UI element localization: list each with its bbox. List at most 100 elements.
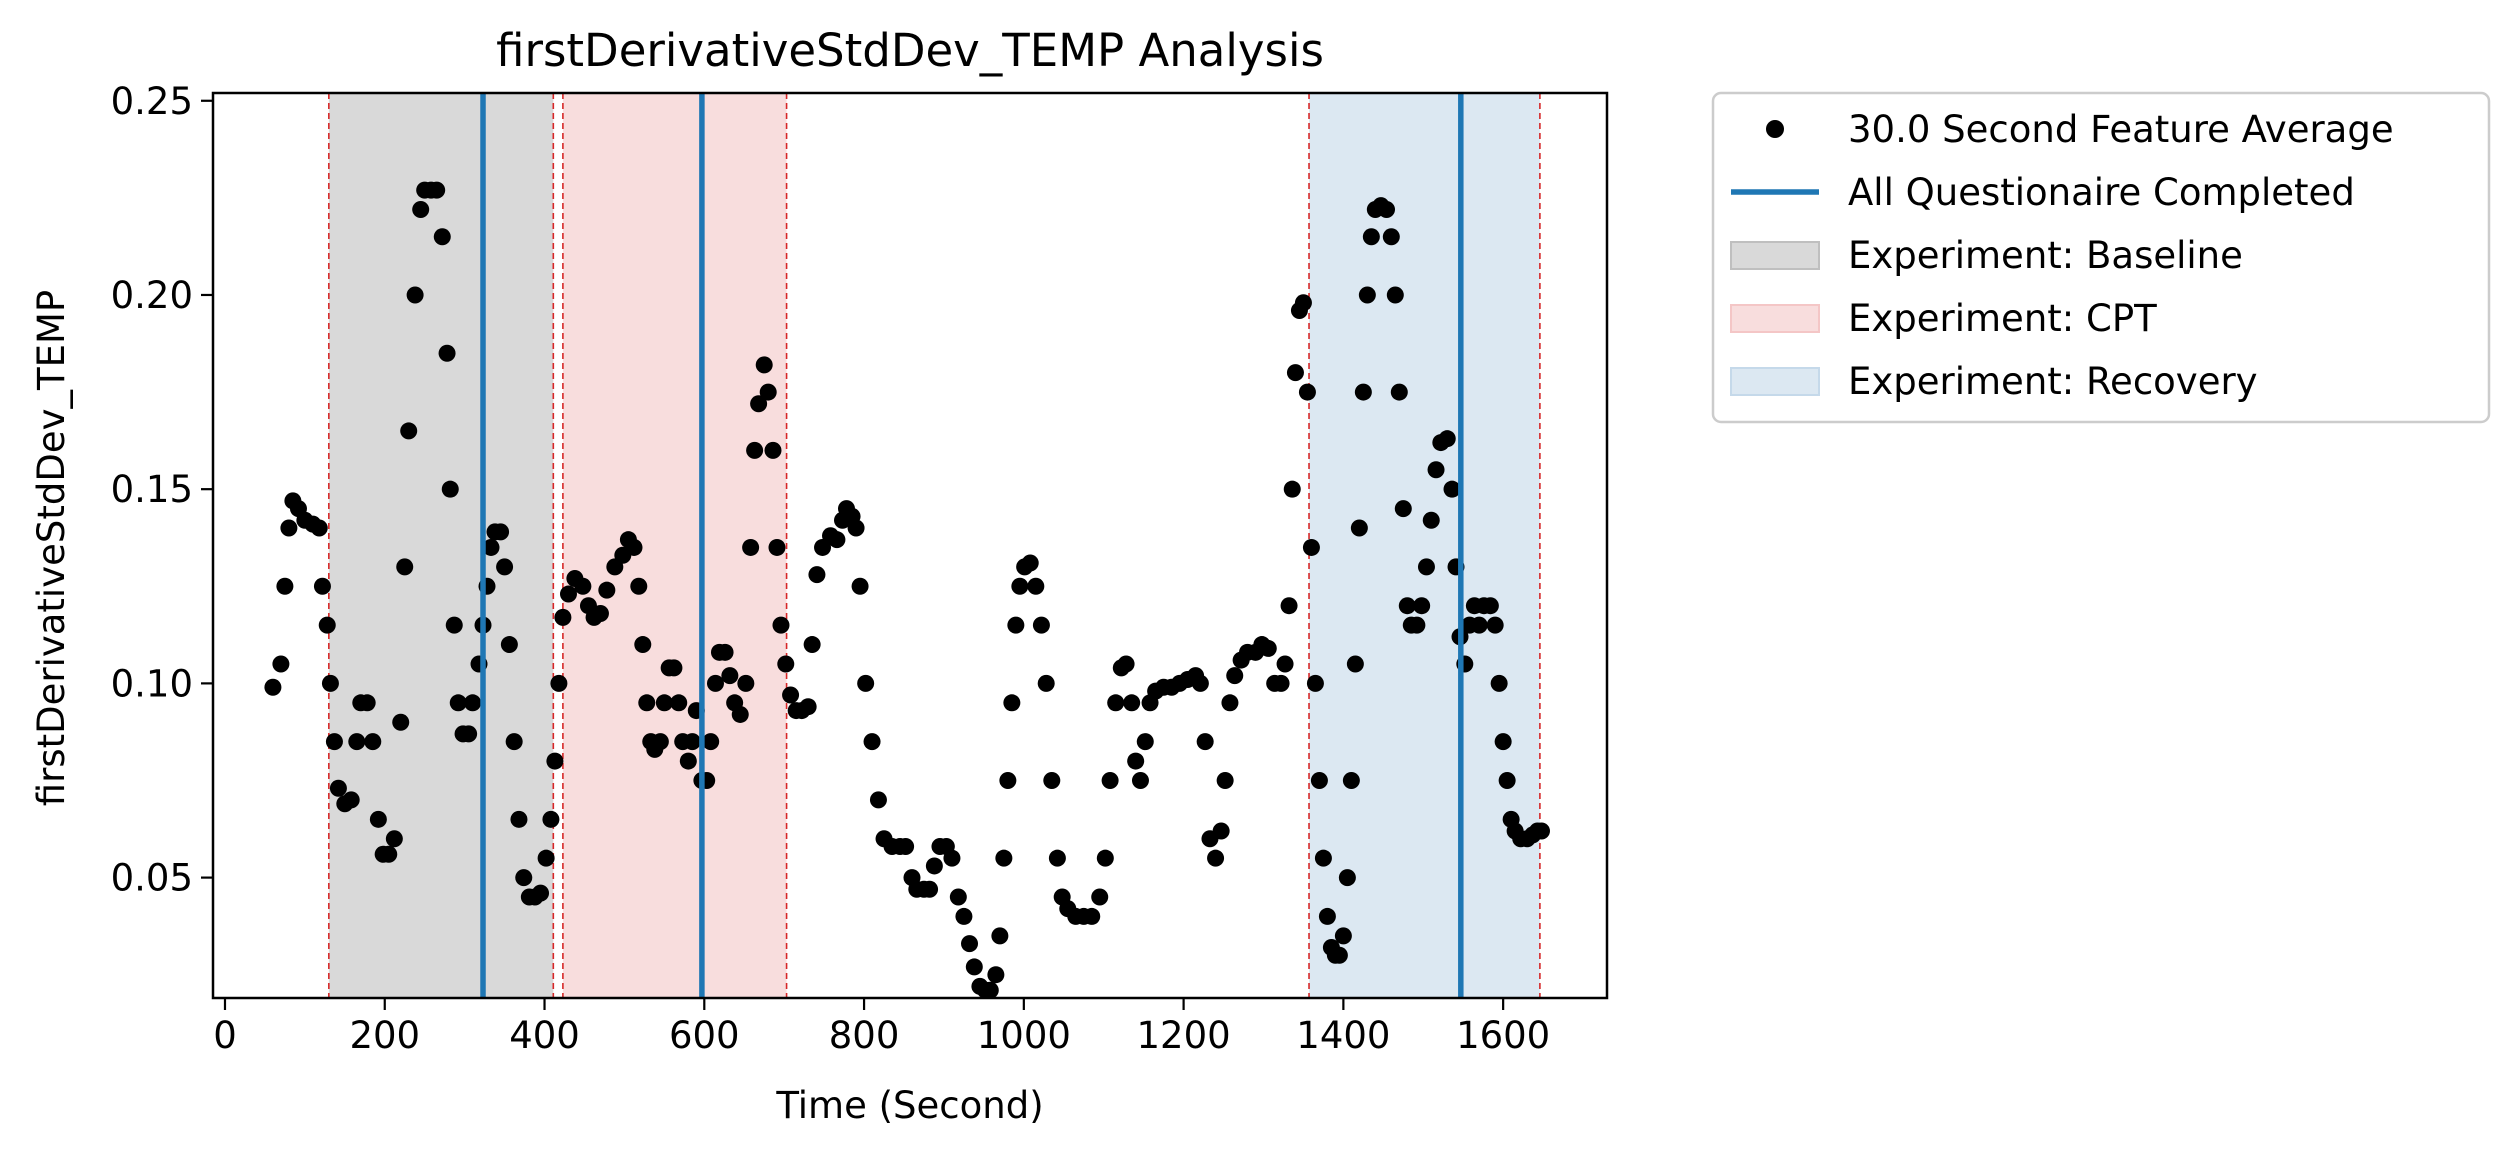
data-point <box>1101 771 1119 789</box>
data-point <box>505 733 523 751</box>
data-point <box>847 519 865 537</box>
y-tick-label: 0.25 <box>111 80 193 123</box>
chart-title: firstDerivativeStdDev_TEMP Analysis <box>496 24 1324 77</box>
data-point <box>897 838 915 856</box>
x-tick-label: 400 <box>509 1014 580 1057</box>
data-point <box>716 643 734 661</box>
data-point <box>428 181 446 199</box>
data-point <box>995 849 1013 867</box>
data-point <box>1413 597 1431 615</box>
data-point <box>955 907 973 925</box>
data-point <box>510 810 528 828</box>
data-point <box>460 725 478 743</box>
data-point <box>445 616 463 634</box>
legend-box <box>1711 91 2491 424</box>
data-point <box>869 791 887 809</box>
data-point <box>1136 733 1154 751</box>
data-point <box>1003 694 1021 712</box>
data-point <box>638 694 656 712</box>
legend-patch-icon <box>1730 241 1820 270</box>
data-point <box>482 538 500 556</box>
data-point <box>706 674 724 692</box>
data-point <box>412 201 430 219</box>
data-point <box>679 752 697 770</box>
legend-entry: Experiment: CPT <box>1730 297 2157 340</box>
data-point <box>943 849 961 867</box>
data-point <box>1226 667 1244 685</box>
data-point <box>438 344 456 362</box>
data-point <box>665 659 683 677</box>
data-point <box>1394 500 1412 518</box>
data-point <box>1532 822 1550 840</box>
legend-patch-icon <box>1730 367 1820 396</box>
x-tick-label: 1200 <box>1137 1014 1231 1057</box>
data-point <box>702 733 720 751</box>
legend-marker-icon <box>1766 120 1784 138</box>
data-point <box>280 519 298 537</box>
x-tick-label: 1600 <box>1456 1014 1550 1057</box>
x-axis-title: Time (Second) <box>775 1084 1043 1127</box>
data-point <box>857 674 875 692</box>
data-point <box>1216 771 1234 789</box>
data-point <box>651 733 669 751</box>
data-point <box>321 674 339 692</box>
data-point <box>400 422 418 440</box>
data-point <box>1298 383 1316 401</box>
data-point <box>1011 577 1029 595</box>
data-point <box>318 616 336 634</box>
region-2 <box>1309 93 1540 998</box>
data-point <box>1408 616 1426 634</box>
data-point <box>683 733 701 751</box>
data-point <box>768 538 786 556</box>
legend-label: Experiment: CPT <box>1848 297 2157 340</box>
data-point <box>863 733 881 751</box>
data-point <box>1486 616 1504 634</box>
data-point <box>750 395 768 413</box>
data-point <box>965 958 983 976</box>
legend-label: All Questionaire Completed <box>1848 171 2355 214</box>
data-point <box>737 674 755 692</box>
data-point <box>433 228 451 246</box>
data-point <box>358 694 376 712</box>
data-point <box>721 667 739 685</box>
data-point <box>492 523 510 541</box>
data-point <box>746 441 764 459</box>
x-axis: 0 200 400 600 800 1000 1200 1400 1600 <box>213 998 1550 1057</box>
data-point <box>325 733 343 751</box>
data-point <box>1378 201 1396 219</box>
data-point <box>276 577 294 595</box>
data-point <box>441 480 459 498</box>
legend-label: Experiment: Recovery <box>1848 360 2258 403</box>
data-point <box>634 636 652 654</box>
data-point <box>1342 771 1360 789</box>
data-point <box>500 636 518 654</box>
x-tick-label: 1000 <box>977 1014 1071 1057</box>
data-point <box>1280 597 1298 615</box>
data-point <box>799 698 817 716</box>
data-point <box>1354 383 1372 401</box>
data-point <box>496 558 514 576</box>
data-point <box>1021 554 1039 572</box>
data-point <box>364 733 382 751</box>
data-point <box>1390 383 1408 401</box>
data-point <box>1443 480 1461 498</box>
data-point <box>1207 849 1225 867</box>
data-point <box>949 888 967 906</box>
data-point <box>1330 946 1348 964</box>
data-point <box>329 779 347 797</box>
data-point <box>1096 849 1114 867</box>
legend: 30.0 Second Feature Average All Questiona… <box>1711 91 2491 424</box>
data-point <box>625 538 643 556</box>
plot-frame <box>211 91 1609 1000</box>
data-point <box>1196 733 1214 751</box>
data-point <box>532 884 550 902</box>
data-point <box>559 585 577 603</box>
data-point <box>1386 286 1404 304</box>
data-point <box>1350 519 1368 537</box>
data-point <box>1494 733 1512 751</box>
data-point <box>1338 869 1356 887</box>
data-point <box>808 566 826 584</box>
x-tick-label: 0 <box>213 1014 237 1057</box>
data-point <box>515 869 533 887</box>
